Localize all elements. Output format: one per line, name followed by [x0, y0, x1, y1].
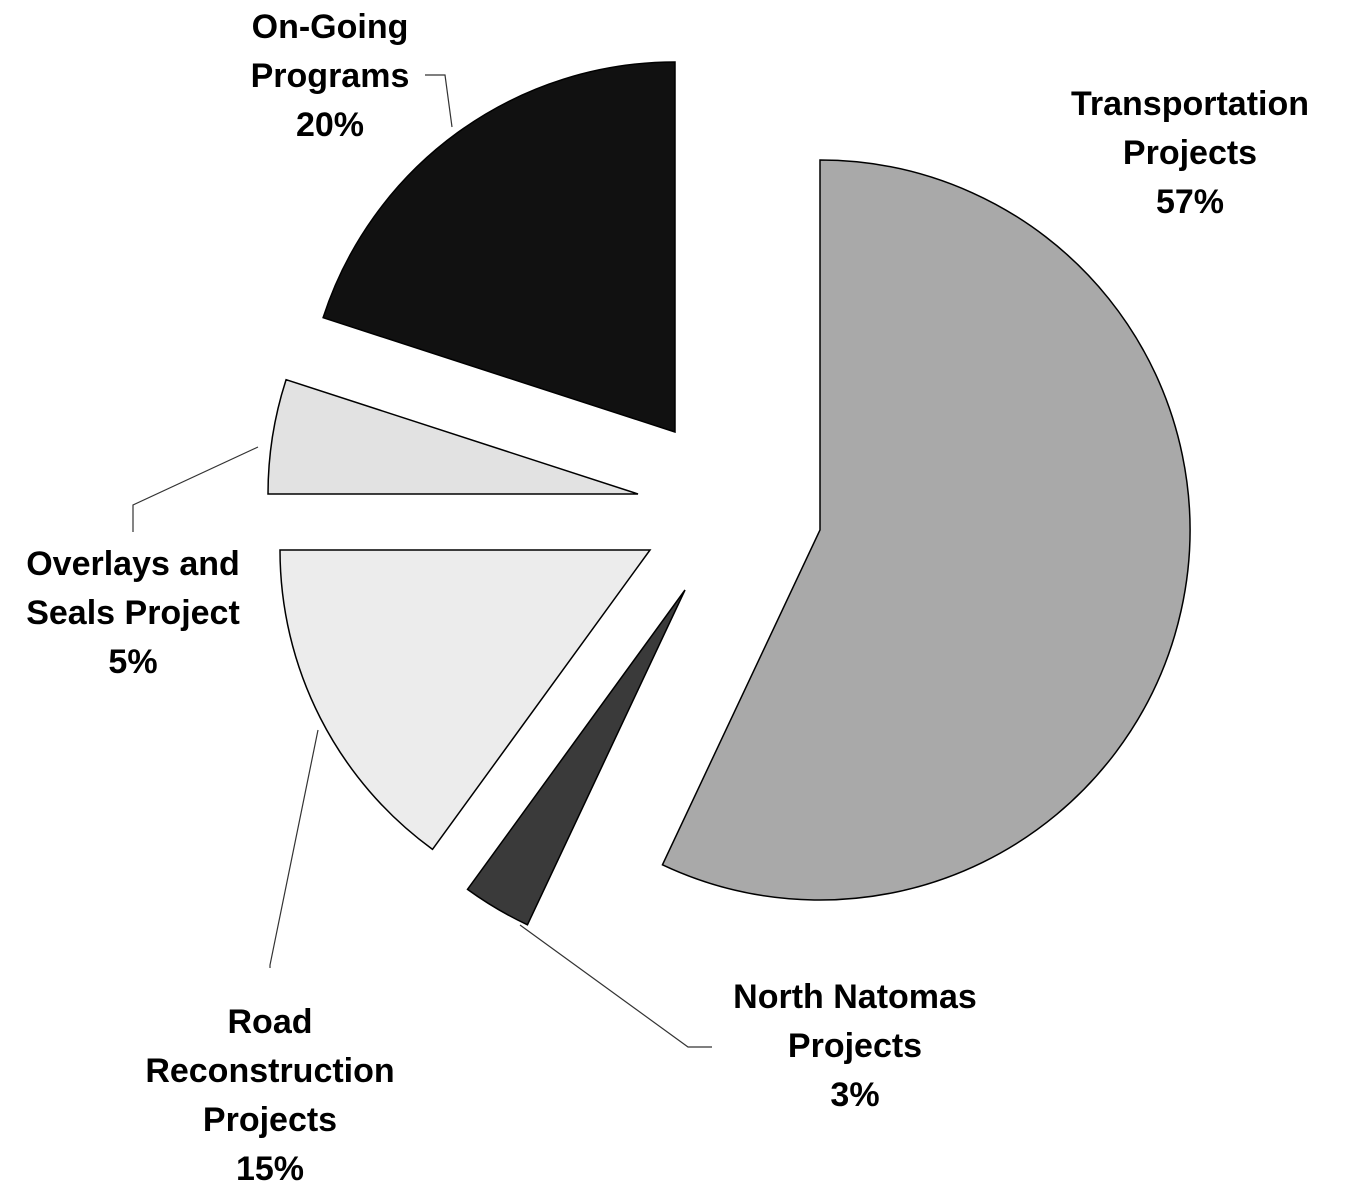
category-label: North Natomas Projects: [733, 978, 977, 1065]
leader-line: [425, 74, 453, 128]
pie-slice: [267, 378, 639, 495]
value-label: 5%: [108, 643, 158, 681]
pie-slice: [279, 549, 652, 851]
pie-slice: [466, 589, 686, 926]
slice-label: Transportation Projects 57%: [1040, 80, 1340, 227]
value-label: 20%: [295, 106, 365, 144]
value-label: 15%: [235, 1150, 305, 1188]
category-label: On-Going Programs: [250, 8, 410, 95]
category-label: Road Reconstruction Projects: [145, 1003, 395, 1139]
leader-line: [519, 924, 712, 1048]
pie-slice: [322, 61, 676, 434]
category-label: Overlays and Seals Project: [26, 545, 240, 632]
leader-line: [269, 729, 319, 968]
value-label: 57%: [1155, 183, 1225, 221]
slice-label: North Natomas Projects 3%: [705, 973, 1005, 1120]
slice-label: Road Reconstruction Projects 15%: [120, 998, 420, 1188]
slice-label: On-Going Programs 20%: [230, 3, 430, 150]
leader-line: [132, 446, 259, 532]
value-label: 3%: [830, 1076, 880, 1114]
pie-slice: [661, 159, 1191, 901]
category-label: Transportation Projects: [1070, 85, 1310, 172]
slice-label: Overlays and Seals Project 5%: [0, 540, 268, 687]
